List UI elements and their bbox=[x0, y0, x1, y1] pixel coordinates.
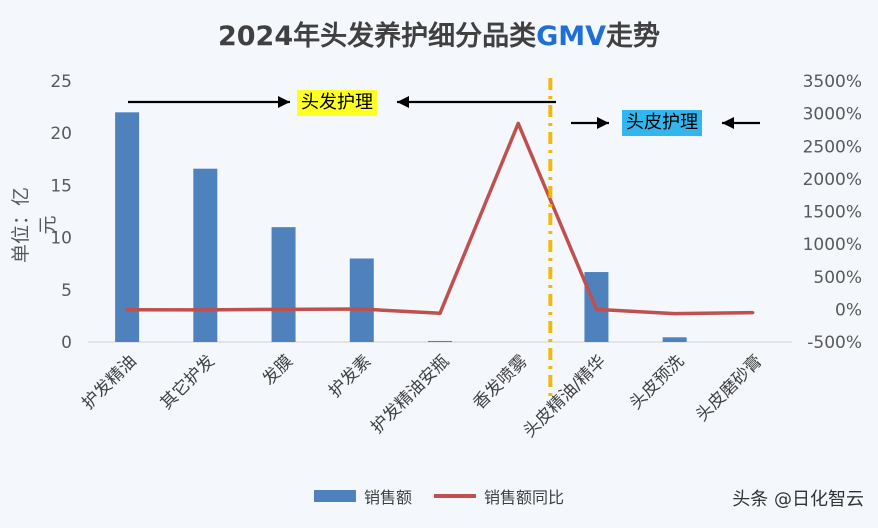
y-tick-label: 5 bbox=[61, 281, 72, 301]
arrow-right-scalp-head bbox=[597, 117, 609, 129]
y-tick-label: 0 bbox=[61, 333, 72, 353]
yoy-point-5 bbox=[516, 121, 520, 125]
yoy-point-0 bbox=[125, 308, 129, 312]
y-tick-label: 20 bbox=[50, 124, 72, 144]
y2-tick-label: 3500% bbox=[803, 72, 862, 92]
legend-item-yoy: 销售额同比 bbox=[434, 484, 564, 508]
title-text-b: 走势 bbox=[606, 21, 661, 52]
y2-tick-label: 500% bbox=[813, 268, 862, 288]
legend: 销售额 销售额同比 bbox=[0, 484, 878, 508]
y2-tick-label: 1500% bbox=[803, 203, 862, 223]
yoy-point-3 bbox=[360, 307, 364, 311]
y2-tick-label: 2000% bbox=[803, 170, 862, 190]
yoy-point-8 bbox=[751, 311, 755, 315]
y-tick-label: 15 bbox=[50, 176, 72, 196]
watermark: 头条 @日化智云 bbox=[732, 489, 864, 510]
yoy-point-6 bbox=[594, 307, 598, 311]
yoy-point-1 bbox=[203, 308, 207, 312]
y2-tick-label: 0% bbox=[835, 300, 862, 320]
bar-4 bbox=[428, 340, 452, 342]
arrow-right-hair-head bbox=[278, 96, 290, 108]
legend-label-yoy: 销售额同比 bbox=[484, 488, 565, 507]
x-tick-label: 头皮预洗 bbox=[626, 351, 688, 413]
bar-7 bbox=[662, 337, 687, 342]
bar-1 bbox=[193, 168, 218, 342]
y-tick-label: 25 bbox=[50, 72, 72, 92]
x-tick-label: 护发素 bbox=[325, 351, 375, 401]
x-tick-label: 香发喷雾 bbox=[470, 351, 532, 413]
arrow-left-scalp-head bbox=[722, 117, 734, 129]
x-tick-label: 其它护发 bbox=[157, 351, 219, 413]
scalp-care-tag: 头皮护理 bbox=[622, 110, 702, 136]
x-tick-label: 头皮精油/精华 bbox=[520, 351, 610, 441]
yoy-point-7 bbox=[673, 312, 677, 316]
x-tick-label: 头皮磨砂膏 bbox=[691, 351, 766, 426]
legend-swatch-bar bbox=[313, 490, 356, 502]
x-tick-label: 护发精油安瓶 bbox=[367, 351, 453, 437]
bar-0 bbox=[115, 112, 140, 342]
y2-tick-label: 1000% bbox=[803, 235, 862, 255]
bar-2 bbox=[271, 227, 296, 342]
chart-title: 2024年头发养护细分品类GMV走势 bbox=[0, 14, 878, 53]
yoy-point-4 bbox=[438, 311, 442, 315]
hair-care-tag: 头发护理 bbox=[297, 90, 377, 116]
bar-3 bbox=[349, 258, 374, 342]
legend-swatch-line bbox=[434, 494, 476, 498]
yoy-point-2 bbox=[282, 307, 286, 311]
title-text-highlight: GMV bbox=[536, 21, 607, 52]
y-tick-label: 10 bbox=[50, 229, 72, 249]
arrow-left-hair-head bbox=[397, 96, 409, 108]
yoy-line bbox=[127, 121, 753, 316]
legend-label-sales: 销售额 bbox=[363, 488, 412, 507]
title-text-a: 2024年头发养护细分品类 bbox=[217, 21, 537, 52]
x-tick-label: 护发精油 bbox=[78, 351, 140, 413]
y2-tick-label: 2500% bbox=[803, 137, 862, 157]
x-tick-label: 发膜 bbox=[259, 351, 297, 389]
y2-tick-label: -500% bbox=[807, 333, 862, 353]
legend-item-sales: 销售额 bbox=[313, 484, 412, 508]
y2-tick-label: 3000% bbox=[803, 105, 862, 125]
